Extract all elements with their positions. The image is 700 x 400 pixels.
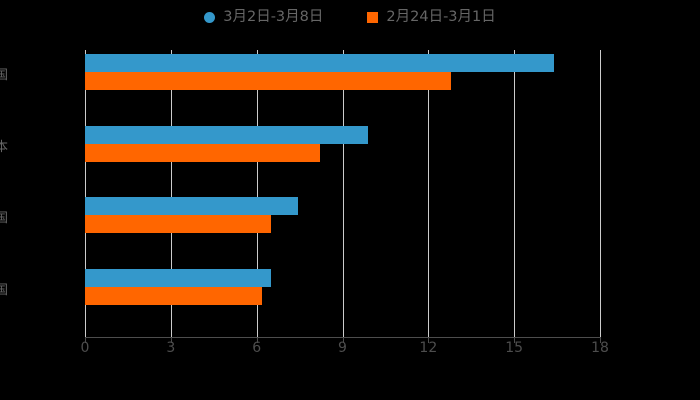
x-tick-label-9: 9: [338, 340, 347, 356]
category-label-中国: 中国: [0, 211, 8, 227]
gridline-x-12: [428, 50, 430, 337]
x-tick-18: [600, 338, 601, 343]
legend-square-marker-icon: [367, 11, 379, 23]
gridline-x-0: [85, 50, 86, 337]
bar-日本-series-1: [85, 143, 320, 162]
x-tick-3: [170, 338, 172, 343]
gridline-x-3: [170, 50, 172, 337]
x-tick-label-0: 0: [80, 340, 90, 356]
gridline-x-18: [600, 50, 601, 337]
x-tick-0: [85, 338, 86, 343]
x-tick-15: [514, 338, 516, 343]
legend-entry-series-0[interactable]: 3月2日-3月8日: [204, 10, 323, 25]
x-tick-label-3: 3: [166, 340, 176, 356]
category-label-日本: 日本: [0, 139, 8, 155]
x-tick-9: [342, 338, 344, 343]
bar-中国-series-1: [85, 215, 271, 234]
category-label-德国: 德国: [0, 283, 8, 299]
plot-area: [85, 50, 601, 337]
legend-entry-series-1[interactable]: 2月24日-3月1日: [367, 8, 496, 25]
legend-label-series-0: 3月2日-3月8日: [223, 8, 324, 25]
bar-美国-series-1: [85, 71, 452, 90]
x-tick-12: [428, 338, 430, 343]
x-tick-label-12: 12: [419, 340, 438, 356]
legend-circle-marker-icon: [204, 11, 216, 23]
bar-美国-series-0: [85, 53, 555, 72]
x-axis-line: [85, 337, 601, 338]
bar-德国-series-0: [85, 269, 271, 288]
gridline-x-9: [342, 50, 344, 337]
chart-legend: 3月2日-3月8日 2月24日-3月1日: [0, 6, 700, 28]
category-label-美国: 美国: [0, 67, 8, 83]
bar-中国-series-0: [85, 197, 299, 216]
x-tick-label-18: 18: [591, 340, 609, 356]
bar-德国-series-1: [85, 287, 263, 306]
x-tick-label-6: 6: [252, 340, 262, 356]
legend-label-series-1: 2月24日-3月1日: [386, 8, 496, 25]
gridline-x-15: [514, 50, 516, 337]
x-tick-6: [256, 338, 258, 343]
bar-日本-series-0: [85, 125, 369, 144]
x-tick-label-15: 15: [505, 340, 524, 356]
gridline-x-6: [256, 50, 258, 337]
